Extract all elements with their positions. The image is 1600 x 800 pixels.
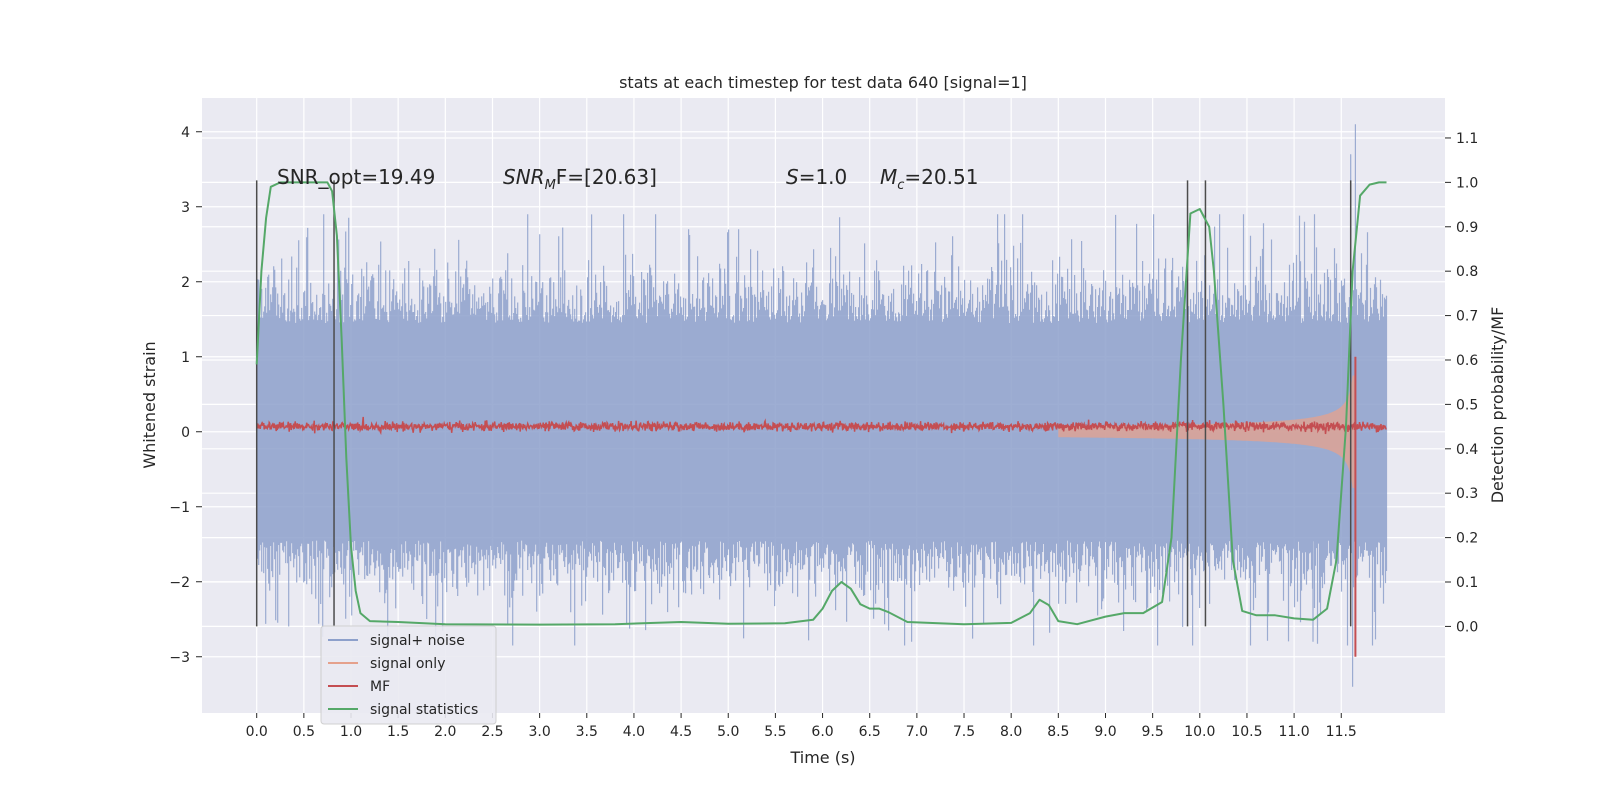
legend-label-mf: MF [370,679,390,695]
x-tick-label: 2.5 [481,724,503,740]
x-tick-label: 6.0 [811,724,833,740]
y-tick-label: 3 [181,200,190,216]
legend: signal+ noise signal only MF signal stat… [320,625,497,725]
x-tick-label: 11.0 [1279,724,1310,740]
y2-tick-label: 0.2 [1456,531,1478,547]
x-tick-label: 3.5 [576,724,598,740]
x-tick-label: 10.5 [1231,724,1262,740]
x-tick-label: 5.0 [717,724,739,740]
y-tick-label: −1 [169,500,190,516]
y2-tick-label: 0.6 [1456,353,1478,369]
x-axis-ticks: 0.0 0.5 1.0 1.5 2.0 2.5 3.0 3.5 4.0 4.5 5.0 5.5 6.0 6… [246,713,1357,740]
annotation-s-value: =1.0 [799,165,848,189]
y-tick-label: 1 [181,350,190,366]
x-tick-label: 3.0 [528,724,550,740]
series-signal-statistics [255,181,1387,626]
vertical-markers [255,180,1352,627]
y2-tick-label: 1.1 [1456,131,1478,147]
y2-tick-label: 0.5 [1456,397,1478,413]
y-tick-label: −3 [169,650,190,666]
y2-tick-label: 0.3 [1456,486,1478,502]
y-axis-ticks: 4 3 2 1 0 −1 −2 −3 [169,125,202,666]
y-tick-label: 2 [181,275,190,291]
x-tick-label: 6.5 [859,724,881,740]
annotation-snr-mf-value: F=[20.63] [556,165,657,189]
x-tick-label: 10.0 [1184,724,1215,740]
y-axis-label: Whitened strain [140,341,159,468]
line-mf [255,416,1387,436]
annotation-mc-value: =20.51 [904,165,978,189]
annotation-snr-opt: SNR_opt=19.49 [277,165,435,189]
x-tick-label: 1.5 [387,724,409,740]
y2-tick-label: 0.9 [1456,220,1478,236]
x-tick-label: 0.0 [246,724,268,740]
y2-tick-label: 0.7 [1456,309,1478,325]
x-tick-label: 4.0 [623,724,645,740]
y-tick-label: 4 [181,125,190,141]
y2-tick-label: 0.8 [1456,264,1478,280]
y2-tick-label: 0.1 [1456,575,1478,591]
annotation-s-label: S [786,165,799,189]
y2-axis-label: Detection probability/MF [1488,307,1507,504]
line-signal-only [1058,375,1355,488]
x-tick-label: 7.0 [906,724,928,740]
y2-tick-label: 0.4 [1456,442,1478,458]
x-tick-label: 7.5 [953,724,975,740]
y2-tick-label: 0.0 [1456,619,1478,635]
annotation-mc-label: M [880,165,897,189]
x-tick-label: 9.0 [1094,724,1116,740]
x-tick-label: 1.0 [340,724,362,740]
legend-label-signal-noise: signal+ noise [370,633,465,649]
x-tick-label: 4.5 [670,724,692,740]
y2-axis-ticks: 1.1 1.0 0.9 0.8 0.7 0.6 0.5 0.4 0.3 0.2 0.1 0.0 [1445,131,1478,635]
annotation-snr-mf-label: SNR [503,165,545,189]
y2-tick-label: 1.0 [1456,175,1478,191]
x-axis-label: Time (s) [789,748,855,767]
x-tick-label: 8.5 [1047,724,1069,740]
annotation-s: S=1.0 [786,165,847,189]
x-tick-label: 9.5 [1142,724,1164,740]
chart-title: stats at each timestep for test data 640… [619,73,1027,92]
series-mf [255,356,1387,657]
annotation-snr-mf: SNRMF=[20.63] [503,165,657,193]
x-tick-label: 0.5 [293,724,315,740]
annotation-mc: Mc=20.51 [880,165,978,193]
y-tick-label: −2 [169,575,190,591]
legend-label-signal-statistics: signal statistics [370,702,478,718]
legend-label-signal-only: signal only [370,656,445,672]
annotation-mc-sub: c [897,178,904,193]
series-signal-only [1058,375,1355,488]
x-tick-label: 2.0 [434,724,456,740]
legend-box [320,625,497,725]
line-signal-statistics [255,181,1387,626]
x-tick-label: 8.0 [1000,724,1022,740]
y-tick-label: 0 [181,425,190,441]
annotation-snr-mf-sub: M [545,178,556,193]
x-tick-label: 11.5 [1326,724,1357,740]
x-tick-label: 5.5 [764,724,786,740]
